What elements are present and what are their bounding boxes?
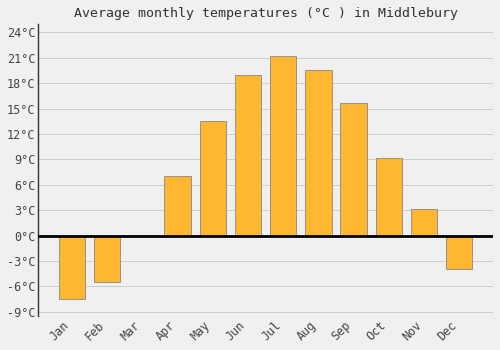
Title: Average monthly temperatures (°C ) in Middlebury: Average monthly temperatures (°C ) in Mi… <box>74 7 458 20</box>
Bar <box>270 56 296 236</box>
Bar <box>305 70 332 236</box>
Bar <box>164 176 191 236</box>
Bar <box>446 236 472 270</box>
Bar <box>235 75 261 236</box>
Bar <box>94 236 120 282</box>
Bar <box>200 121 226 236</box>
Bar <box>411 209 437 236</box>
Bar <box>340 103 367 236</box>
Bar <box>59 236 86 299</box>
Bar <box>376 158 402 236</box>
